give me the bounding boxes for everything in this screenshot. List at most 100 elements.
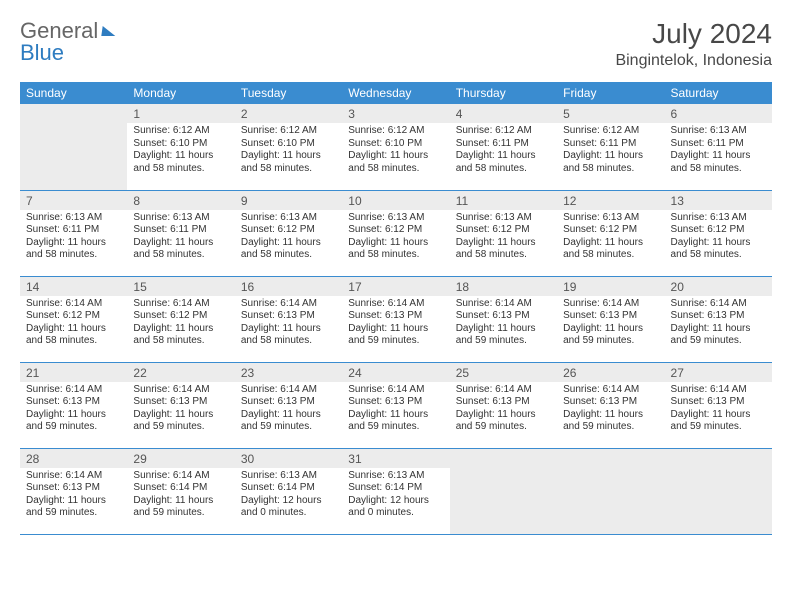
weekday-saturday: Saturday <box>665 82 772 104</box>
day-cell-3: 3Sunrise: 6:12 AMSunset: 6:10 PMDaylight… <box>342 104 449 190</box>
day-cell-30: 30Sunrise: 6:13 AMSunset: 6:14 PMDayligh… <box>235 448 342 534</box>
day-number: 2 <box>235 104 342 123</box>
day-number: 5 <box>557 104 664 123</box>
day-number: 31 <box>342 449 449 468</box>
location-name: Bingintelok, Indonesia <box>615 52 772 70</box>
day-body: Sunrise: 6:13 AMSunset: 6:12 PMDaylight:… <box>342 210 449 266</box>
day-body: Sunrise: 6:14 AMSunset: 6:13 PMDaylight:… <box>557 382 664 438</box>
month-title: July 2024 <box>615 18 772 50</box>
day-cell-8: 8Sunrise: 6:13 AMSunset: 6:11 PMDaylight… <box>127 190 234 276</box>
day-body: Sunrise: 6:12 AMSunset: 6:10 PMDaylight:… <box>342 123 449 179</box>
weekday-friday: Friday <box>557 82 664 104</box>
day-number: 7 <box>20 191 127 210</box>
day-body: Sunrise: 6:14 AMSunset: 6:13 PMDaylight:… <box>235 296 342 352</box>
day-cell-10: 10Sunrise: 6:13 AMSunset: 6:12 PMDayligh… <box>342 190 449 276</box>
empty-cell <box>20 104 127 190</box>
day-body: Sunrise: 6:12 AMSunset: 6:11 PMDaylight:… <box>557 123 664 179</box>
weekday-sunday: Sunday <box>20 82 127 104</box>
day-cell-15: 15Sunrise: 6:14 AMSunset: 6:12 PMDayligh… <box>127 276 234 362</box>
day-body: Sunrise: 6:12 AMSunset: 6:10 PMDaylight:… <box>235 123 342 179</box>
day-body: Sunrise: 6:14 AMSunset: 6:13 PMDaylight:… <box>20 382 127 438</box>
day-cell-25: 25Sunrise: 6:14 AMSunset: 6:13 PMDayligh… <box>450 362 557 448</box>
page-header: General July 2024 Bingintelok, Indonesia <box>20 18 772 70</box>
weekday-monday: Monday <box>127 82 234 104</box>
day-cell-29: 29Sunrise: 6:14 AMSunset: 6:14 PMDayligh… <box>127 448 234 534</box>
brand-line2: Blue <box>20 40 64 66</box>
day-body: Sunrise: 6:14 AMSunset: 6:13 PMDaylight:… <box>235 382 342 438</box>
day-body: Sunrise: 6:14 AMSunset: 6:13 PMDaylight:… <box>665 296 772 352</box>
weekday-row: SundayMondayTuesdayWednesdayThursdayFrid… <box>20 82 772 104</box>
day-cell-2: 2Sunrise: 6:12 AMSunset: 6:10 PMDaylight… <box>235 104 342 190</box>
day-cell-9: 9Sunrise: 6:13 AMSunset: 6:12 PMDaylight… <box>235 190 342 276</box>
day-number: 1 <box>127 104 234 123</box>
day-cell-11: 11Sunrise: 6:13 AMSunset: 6:12 PMDayligh… <box>450 190 557 276</box>
day-cell-12: 12Sunrise: 6:13 AMSunset: 6:12 PMDayligh… <box>557 190 664 276</box>
day-number: 19 <box>557 277 664 296</box>
day-body: Sunrise: 6:14 AMSunset: 6:14 PMDaylight:… <box>127 468 234 524</box>
week-row: 14Sunrise: 6:14 AMSunset: 6:12 PMDayligh… <box>20 276 772 362</box>
day-cell-6: 6Sunrise: 6:13 AMSunset: 6:11 PMDaylight… <box>665 104 772 190</box>
day-cell-17: 17Sunrise: 6:14 AMSunset: 6:13 PMDayligh… <box>342 276 449 362</box>
day-body: Sunrise: 6:14 AMSunset: 6:13 PMDaylight:… <box>127 382 234 438</box>
day-number: 22 <box>127 363 234 382</box>
day-cell-18: 18Sunrise: 6:14 AMSunset: 6:13 PMDayligh… <box>450 276 557 362</box>
week-row: 28Sunrise: 6:14 AMSunset: 6:13 PMDayligh… <box>20 448 772 534</box>
day-cell-16: 16Sunrise: 6:14 AMSunset: 6:13 PMDayligh… <box>235 276 342 362</box>
day-cell-31: 31Sunrise: 6:13 AMSunset: 6:14 PMDayligh… <box>342 448 449 534</box>
day-body: Sunrise: 6:13 AMSunset: 6:12 PMDaylight:… <box>450 210 557 266</box>
day-body: Sunrise: 6:13 AMSunset: 6:12 PMDaylight:… <box>665 210 772 266</box>
weekday-wednesday: Wednesday <box>342 82 449 104</box>
day-body: Sunrise: 6:13 AMSunset: 6:11 PMDaylight:… <box>665 123 772 179</box>
day-number: 30 <box>235 449 342 468</box>
day-body: Sunrise: 6:14 AMSunset: 6:12 PMDaylight:… <box>20 296 127 352</box>
day-cell-4: 4Sunrise: 6:12 AMSunset: 6:11 PMDaylight… <box>450 104 557 190</box>
day-cell-24: 24Sunrise: 6:14 AMSunset: 6:13 PMDayligh… <box>342 362 449 448</box>
day-number: 23 <box>235 363 342 382</box>
week-row: 7Sunrise: 6:13 AMSunset: 6:11 PMDaylight… <box>20 190 772 276</box>
day-body: Sunrise: 6:14 AMSunset: 6:13 PMDaylight:… <box>450 382 557 438</box>
day-body: Sunrise: 6:14 AMSunset: 6:13 PMDaylight:… <box>342 296 449 352</box>
day-body: Sunrise: 6:13 AMSunset: 6:14 PMDaylight:… <box>342 468 449 524</box>
day-number: 10 <box>342 191 449 210</box>
day-number: 29 <box>127 449 234 468</box>
day-number: 27 <box>665 363 772 382</box>
title-block: July 2024 Bingintelok, Indonesia <box>615 18 772 70</box>
day-cell-27: 27Sunrise: 6:14 AMSunset: 6:13 PMDayligh… <box>665 362 772 448</box>
day-number: 14 <box>20 277 127 296</box>
day-cell-14: 14Sunrise: 6:14 AMSunset: 6:12 PMDayligh… <box>20 276 127 362</box>
day-cell-19: 19Sunrise: 6:14 AMSunset: 6:13 PMDayligh… <box>557 276 664 362</box>
day-number: 21 <box>20 363 127 382</box>
day-number: 28 <box>20 449 127 468</box>
day-number: 20 <box>665 277 772 296</box>
weekday-thursday: Thursday <box>450 82 557 104</box>
day-cell-13: 13Sunrise: 6:13 AMSunset: 6:12 PMDayligh… <box>665 190 772 276</box>
day-cell-5: 5Sunrise: 6:12 AMSunset: 6:11 PMDaylight… <box>557 104 664 190</box>
day-number: 4 <box>450 104 557 123</box>
day-body: Sunrise: 6:13 AMSunset: 6:14 PMDaylight:… <box>235 468 342 524</box>
week-row: 21Sunrise: 6:14 AMSunset: 6:13 PMDayligh… <box>20 362 772 448</box>
day-cell-26: 26Sunrise: 6:14 AMSunset: 6:13 PMDayligh… <box>557 362 664 448</box>
calendar-body: 1Sunrise: 6:12 AMSunset: 6:10 PMDaylight… <box>20 104 772 534</box>
empty-cell <box>450 448 557 534</box>
brand-part2: Blue <box>20 40 64 65</box>
day-cell-28: 28Sunrise: 6:14 AMSunset: 6:13 PMDayligh… <box>20 448 127 534</box>
brand-triangle-icon <box>102 26 117 36</box>
day-number: 15 <box>127 277 234 296</box>
day-cell-20: 20Sunrise: 6:14 AMSunset: 6:13 PMDayligh… <box>665 276 772 362</box>
day-body: Sunrise: 6:14 AMSunset: 6:12 PMDaylight:… <box>127 296 234 352</box>
day-number: 25 <box>450 363 557 382</box>
calendar-table: SundayMondayTuesdayWednesdayThursdayFrid… <box>20 82 772 535</box>
calendar-head: SundayMondayTuesdayWednesdayThursdayFrid… <box>20 82 772 104</box>
empty-cell <box>557 448 664 534</box>
day-body: Sunrise: 6:14 AMSunset: 6:13 PMDaylight:… <box>557 296 664 352</box>
week-row: 1Sunrise: 6:12 AMSunset: 6:10 PMDaylight… <box>20 104 772 190</box>
day-body: Sunrise: 6:14 AMSunset: 6:13 PMDaylight:… <box>342 382 449 438</box>
day-body: Sunrise: 6:12 AMSunset: 6:11 PMDaylight:… <box>450 123 557 179</box>
day-number: 24 <box>342 363 449 382</box>
day-number: 6 <box>665 104 772 123</box>
day-cell-1: 1Sunrise: 6:12 AMSunset: 6:10 PMDaylight… <box>127 104 234 190</box>
day-body: Sunrise: 6:14 AMSunset: 6:13 PMDaylight:… <box>450 296 557 352</box>
empty-cell <box>665 448 772 534</box>
day-body: Sunrise: 6:13 AMSunset: 6:11 PMDaylight:… <box>20 210 127 266</box>
day-body: Sunrise: 6:14 AMSunset: 6:13 PMDaylight:… <box>20 468 127 524</box>
